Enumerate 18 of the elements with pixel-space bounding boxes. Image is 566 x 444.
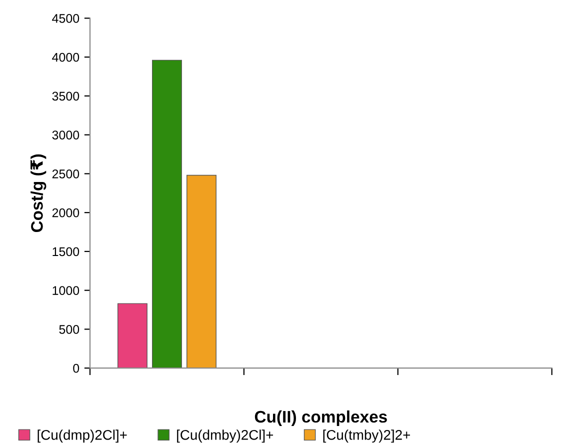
y-tick-label: 0 <box>73 364 80 373</box>
y-tick-label: 1500 <box>52 247 80 256</box>
bar <box>117 303 148 368</box>
y-axis-title: Cost/g (₹) <box>30 154 46 232</box>
y-tick-label: 3000 <box>52 130 80 140</box>
y-tick-label: 3500 <box>52 92 80 101</box>
legend-label: [Cu(dmby)2Cl]+ <box>177 430 274 443</box>
y-tick-label: 4000 <box>52 52 80 62</box>
y-tick-label: 500 <box>59 325 80 334</box>
bar <box>186 174 216 368</box>
bar <box>152 60 182 368</box>
legend-label: [Cu(tmby)2]2+ <box>323 430 410 443</box>
y-tick-label: 1000 <box>52 286 80 295</box>
y-tick-label: 2000 <box>52 208 80 218</box>
legend-label: [Cu(dmp)2Cl]+ <box>38 430 127 443</box>
y-tick-label: 4500 <box>52 14 80 23</box>
x-axis-title: Cu(II) complexes <box>254 410 387 426</box>
y-tick-label: 2500 <box>52 170 80 178</box>
